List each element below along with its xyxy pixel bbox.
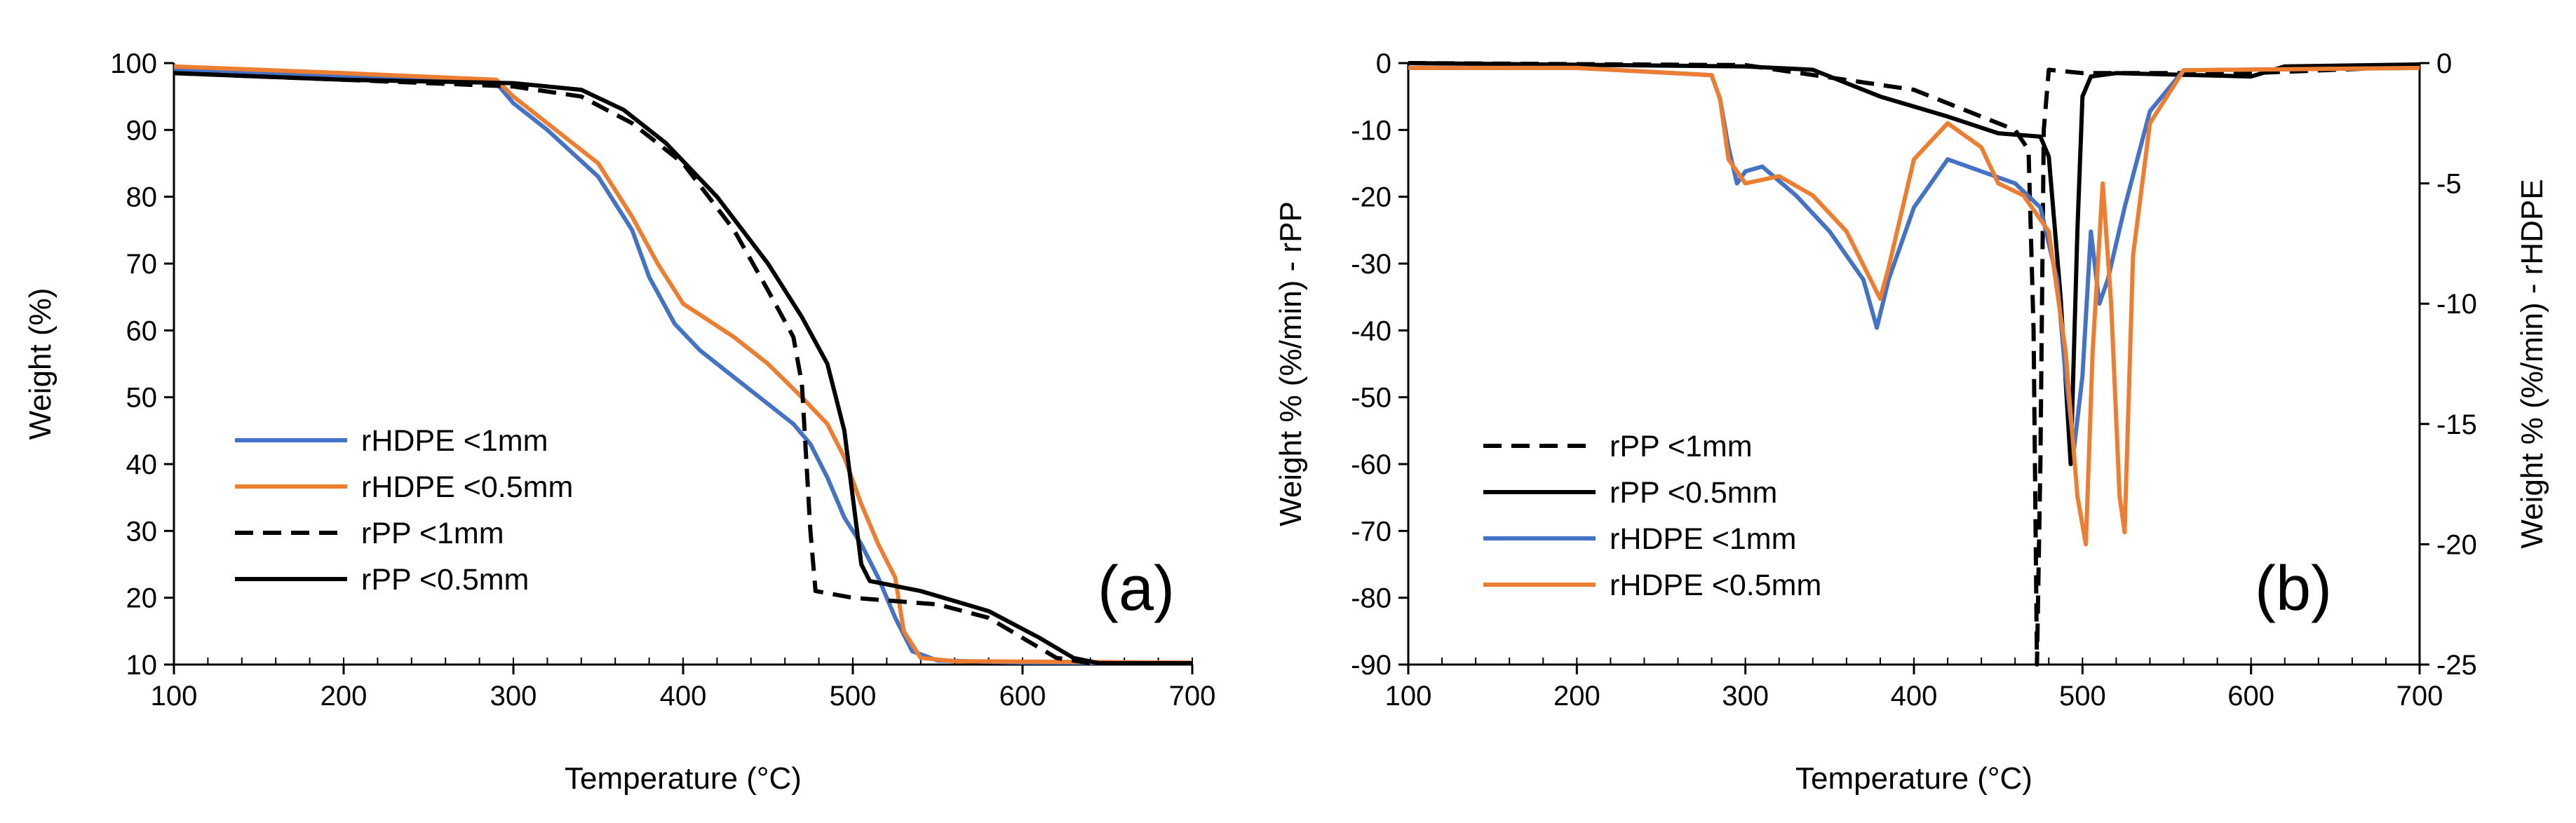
y-tick-label: -80 — [1351, 583, 1391, 614]
series-line-rpp-0.5mm — [173, 71, 1192, 666]
series-line-rhdpe-1mm — [173, 67, 1193, 666]
y-tick-label: 50 — [126, 383, 158, 414]
x-tick-label: 500 — [2059, 681, 2106, 712]
y-tick-label: 90 — [126, 115, 158, 146]
y-tick-label: 40 — [126, 449, 158, 480]
y-tick-label: 100 — [110, 48, 157, 79]
y-tick-label: 30 — [126, 516, 158, 547]
legend-label: rHDPE <1mm — [361, 424, 548, 458]
series-line-rpp-1mm — [1408, 61, 2420, 667]
x-tick-label: 100 — [151, 681, 198, 712]
y-axis-title: Weight % (%/min) - rPP — [1274, 201, 1308, 526]
y2-tick-label: -5 — [2436, 169, 2462, 200]
y-tick-label: -50 — [1351, 383, 1391, 414]
x-tick-label: 200 — [1553, 681, 1600, 712]
legend-label: rHDPE <0.5mm — [361, 470, 573, 504]
legend-label: rHDPE <1mm — [1610, 522, 1796, 556]
y2-tick-label: -15 — [2436, 409, 2477, 440]
x-tick-label: 200 — [321, 681, 367, 712]
y-tick-label: -70 — [1351, 516, 1391, 547]
x-tick-label: 600 — [2227, 681, 2274, 712]
y-tick-label: 10 — [126, 650, 158, 681]
x-tick-label: 300 — [490, 681, 537, 712]
legend-label: rPP <0.5mm — [361, 563, 529, 597]
x-tick-label: 600 — [999, 681, 1046, 712]
y-tick-label: -20 — [1351, 182, 1391, 213]
y-tick-label: 20 — [126, 583, 158, 614]
panel-label: (b) — [2255, 554, 2332, 624]
y2-tick-label: -25 — [2436, 650, 2477, 681]
y-tick-label: -30 — [1351, 249, 1391, 280]
x-tick-label: 300 — [1722, 681, 1769, 712]
legend-label: rPP <1mm — [361, 517, 504, 550]
y-tick-label: -90 — [1351, 650, 1391, 681]
x-tick-label: 100 — [1385, 681, 1432, 712]
y2-tick-label: -20 — [2436, 529, 2477, 560]
x-axis-title: Temperature (°C) — [1795, 761, 2032, 796]
x-tick-label: 400 — [660, 681, 707, 712]
legend-label: rHDPE <0.5mm — [1610, 569, 1821, 602]
legend-label: rPP <0.5mm — [1610, 476, 1777, 510]
y2-tick-label: 0 — [2436, 48, 2452, 79]
x-tick-label: 500 — [830, 681, 877, 712]
y-tick-label: 60 — [126, 315, 158, 346]
y-tick-label: -40 — [1351, 315, 1391, 346]
y-tick-label: 0 — [1376, 48, 1391, 79]
panel-label: (a) — [1098, 554, 1175, 624]
x-tick-label: 700 — [2396, 681, 2443, 712]
series-line-rhdpe-0.5mm — [173, 64, 1193, 665]
series-line-rhdpe-1mm — [1408, 65, 2420, 451]
y2-tick-label: -10 — [2436, 289, 2477, 320]
y2-axis-title: Weight % (%/min) - rHDPE — [2515, 179, 2549, 548]
series-line-rpp-0.5mm — [1408, 61, 2420, 466]
y-tick-label: 80 — [126, 182, 158, 213]
y-axis-title: Weight (%) — [23, 288, 58, 440]
x-tick-label: 700 — [1169, 681, 1216, 712]
chart-b: 100 200 300 400 500 600 7000-10-20-30-40-50-60… — [1274, 48, 2549, 796]
chart-a: 100 200 300 400 500 600 700 10 20 30 40 50 60 70 80 90 1… — [23, 48, 1215, 796]
y-tick-label: 70 — [126, 249, 158, 280]
y-tick-label: -10 — [1351, 115, 1391, 146]
series-line-rpp-1mm — [173, 71, 1192, 666]
y-tick-label: -60 — [1351, 449, 1391, 480]
series-line-rhdpe-0.5mm — [1408, 65, 2420, 547]
x-axis-title: Temperature (°C) — [565, 761, 802, 796]
x-tick-label: 400 — [1891, 681, 1938, 712]
legend-label: rPP <1mm — [1610, 430, 1753, 463]
